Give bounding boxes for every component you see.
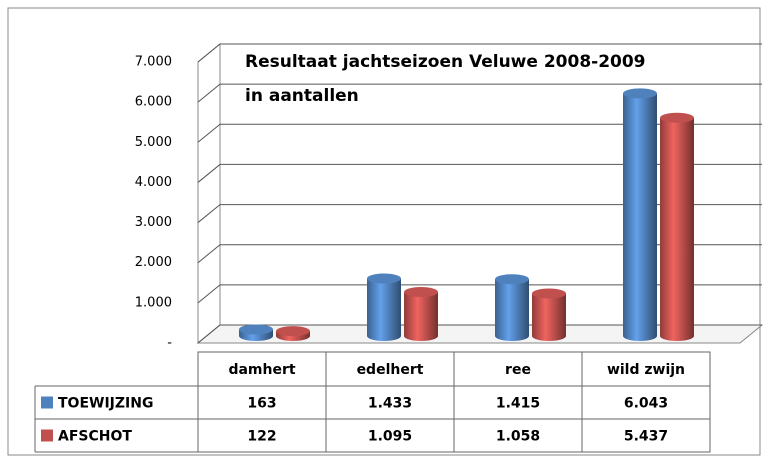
y-tick-label: -	[167, 336, 172, 351]
grid-line	[197, 163, 762, 183]
bar	[660, 112, 694, 341]
bar	[367, 273, 401, 341]
x-tick-label: damhert	[228, 362, 295, 378]
grid-line	[197, 324, 762, 344]
bar	[404, 287, 438, 341]
chart-title: Resultaat jachtseizoen Veluwe 2008-2009	[245, 52, 646, 72]
bar-body	[404, 292, 438, 336]
y-tick-label: 2.000	[135, 255, 172, 270]
bar-top	[660, 112, 694, 123]
bar	[532, 288, 566, 341]
legend-label: AFSCHOT	[58, 429, 132, 445]
y-tick-label: 5.000	[135, 135, 172, 150]
bar	[495, 274, 529, 341]
grid-line	[197, 43, 762, 63]
chart-subtitle: in aantallen	[245, 86, 359, 106]
bar-top	[532, 288, 566, 299]
x-tick-label: ree	[505, 362, 531, 378]
grid-line	[197, 83, 762, 103]
x-tick-label: edelhert	[357, 362, 424, 378]
bar-body	[367, 278, 401, 336]
y-tick-label: 7.000	[135, 55, 172, 70]
y-tick-label: 1.000	[135, 295, 172, 310]
table-cell: 1.058	[496, 429, 540, 445]
table-cell: 163	[247, 396, 276, 412]
legend-swatch	[41, 429, 53, 442]
x-tick-label: wild zwijn	[607, 362, 685, 378]
bar	[239, 324, 273, 341]
y-tick-label: 3.000	[135, 215, 172, 230]
bar	[276, 326, 310, 341]
table-cell: 1.433	[368, 396, 412, 412]
grid-line	[197, 204, 762, 223]
bar-top	[367, 273, 401, 284]
bar	[623, 88, 657, 341]
bar-body	[623, 93, 657, 336]
bar-body	[660, 117, 694, 336]
table-cell: 1.415	[496, 396, 540, 412]
side-wall	[197, 42, 221, 345]
table-cell: 5.437	[624, 429, 668, 445]
bar-top	[276, 326, 310, 337]
table-cell: 122	[247, 429, 276, 445]
bar-top	[495, 274, 529, 285]
bar-body	[495, 279, 529, 336]
bar-top	[623, 88, 657, 99]
legend-label: TOEWIJZING	[58, 396, 153, 412]
bar-body	[532, 293, 566, 336]
table-cell: 6.043	[624, 396, 668, 412]
table-cell: 1.095	[368, 429, 412, 445]
y-tick-label: 6.000	[135, 95, 172, 110]
y-tick-label: 4.000	[135, 175, 172, 190]
bar-top	[404, 287, 438, 298]
grid-line	[197, 284, 762, 304]
bar-top	[239, 324, 273, 335]
legend-swatch	[41, 396, 53, 409]
grid-line	[197, 123, 762, 143]
grid-line	[197, 244, 762, 264]
